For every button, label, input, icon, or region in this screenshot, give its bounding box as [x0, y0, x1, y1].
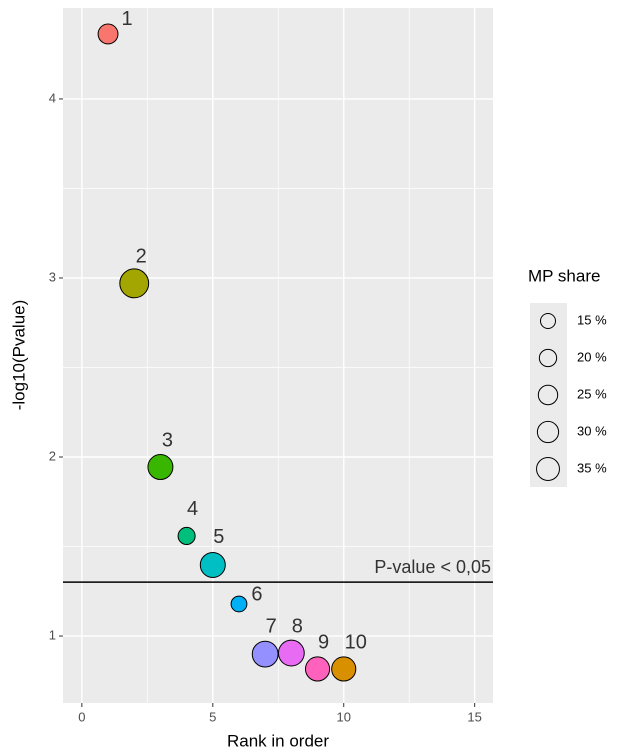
- y-axis-title: -log10(Pvalue): [9, 300, 28, 411]
- y-tick-label: 4: [49, 90, 56, 105]
- point-label: 3: [162, 429, 173, 451]
- legend-key: [537, 384, 559, 406]
- x-tick-label: 5: [209, 709, 216, 724]
- x-axis-title: Rank in order: [227, 731, 329, 750]
- point-label: 10: [345, 631, 367, 653]
- point-label: 2: [136, 246, 147, 268]
- y-tick-label: 3: [49, 269, 56, 284]
- legend-label: 20 %: [577, 349, 607, 364]
- point-label: 9: [318, 631, 329, 653]
- point: [97, 23, 119, 45]
- point-label: 4: [187, 498, 198, 520]
- point: [251, 640, 279, 668]
- point: [199, 551, 226, 578]
- legend-key: [539, 312, 557, 330]
- point-label: 6: [251, 583, 262, 605]
- y-tick-label: 1: [49, 627, 56, 642]
- legend-label: 35 %: [577, 460, 607, 475]
- threshold-label: P-value < 0,05: [374, 557, 491, 577]
- point-label: 5: [213, 526, 224, 548]
- point: [331, 656, 357, 682]
- legend-label: 30 %: [577, 423, 607, 438]
- point: [304, 656, 331, 682]
- point: [119, 268, 150, 299]
- legend-label: 25 %: [577, 386, 607, 401]
- point: [230, 595, 248, 613]
- legend-key: [536, 457, 560, 481]
- legend-keys-bg: [530, 303, 567, 487]
- x-tick-label: 15: [467, 709, 481, 724]
- point: [177, 526, 196, 545]
- point-label: 8: [292, 615, 303, 637]
- legend-key: [536, 420, 560, 444]
- point: [147, 454, 174, 481]
- x-tick-label: 0: [78, 709, 85, 724]
- x-tick-label: 10: [336, 709, 350, 724]
- point: [277, 639, 305, 667]
- legend-title: MP share: [528, 266, 600, 285]
- legend-label: 15 %: [577, 312, 607, 327]
- point-label: 7: [266, 615, 277, 637]
- legend-key: [538, 348, 558, 368]
- y-tick-label: 2: [49, 448, 56, 463]
- point-label: 1: [121, 8, 132, 30]
